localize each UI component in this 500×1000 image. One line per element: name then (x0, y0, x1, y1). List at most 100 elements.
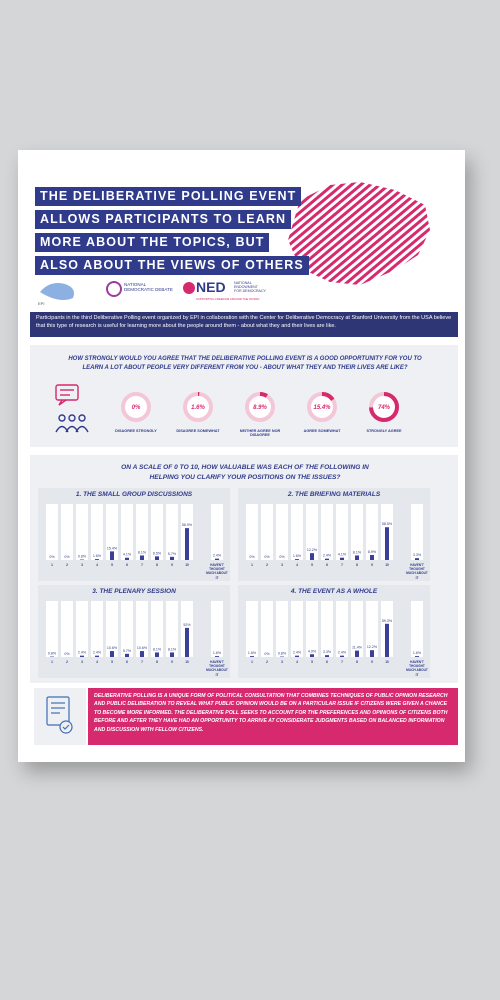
bar-column (151, 601, 163, 657)
bar-column (366, 601, 378, 657)
category-label: 7 (341, 563, 343, 567)
bar-column (46, 504, 58, 560)
category-label: 9 (171, 563, 173, 567)
question1-text: HOW STRONGLY WOULD YOU AGREE THAT THE DE… (68, 356, 422, 371)
bar-column (291, 504, 303, 560)
category-label: 10 (185, 660, 189, 664)
bar-value-label: 0% (64, 652, 70, 656)
category-label: 4 (296, 660, 298, 664)
bar-value-label: 0% (249, 555, 255, 559)
category-label: HAVEN'T THOUGHT MUCH ABOUT IT (406, 660, 428, 677)
bar-column (211, 504, 223, 560)
bar (250, 656, 254, 657)
donut-arc (183, 392, 213, 422)
map (288, 182, 430, 285)
bar-value-label: 1.6% (413, 651, 422, 655)
category-label: 7 (341, 660, 343, 664)
bar-column (91, 601, 103, 657)
bar-column (211, 601, 223, 657)
bar-value-label: 12.2% (367, 645, 378, 649)
category-label: 8 (156, 660, 158, 664)
category-label: 2 (266, 563, 268, 567)
bar-value-label: 1.6% (248, 651, 257, 655)
bar (355, 555, 359, 560)
category-label: 9 (371, 563, 373, 567)
bar (125, 557, 129, 560)
bar (155, 652, 159, 657)
category-label: 2 (266, 660, 268, 664)
bar (385, 527, 389, 560)
category-label: 5 (311, 660, 313, 664)
category-label: 7 (141, 660, 143, 664)
bar-value-label: 5.7% (123, 649, 132, 653)
category-label: 9 (371, 660, 373, 664)
bar-column (306, 601, 318, 657)
donut-arc (369, 392, 399, 422)
bar (170, 652, 174, 657)
bar-column (246, 504, 258, 560)
chart-title: 2. THE BRIEFING MATERIALS (287, 491, 381, 498)
bar (340, 557, 344, 560)
bar-value-label: 0.8% (278, 652, 287, 656)
bar-value-label: 8.1% (138, 550, 147, 554)
category-label: 1 (51, 563, 53, 567)
bar (155, 556, 159, 560)
category-label: 10 (185, 563, 189, 567)
bar (110, 551, 114, 560)
title-line: ALLOWS PARTICIPANTS TO LEARN (35, 210, 292, 229)
bar-column (261, 601, 273, 657)
bar (325, 655, 329, 657)
bar-value-label: 10.6% (107, 646, 118, 650)
bar-value-label: 15.4% (107, 546, 118, 550)
bar-column (321, 504, 333, 560)
bar-value-label: 8.1% (353, 550, 362, 554)
bar (355, 650, 359, 657)
donut-label: DISAGREE STRONGLY (115, 429, 157, 433)
bar-value-label: 8.1% (153, 647, 162, 651)
donut-label: NEITHER AGREE NOR DISAGREE (239, 429, 281, 438)
bar-column (121, 601, 133, 657)
bar-value-label: 2.4% (293, 651, 302, 655)
bar-column (151, 504, 163, 560)
bar-value-label: 3.3% (323, 650, 332, 654)
bar-column (321, 601, 333, 657)
bar-column (366, 504, 378, 560)
title-line: ALSO ABOUT THE VIEWS OF OTHERS (35, 256, 309, 275)
bar-column (411, 504, 423, 560)
bar (215, 656, 219, 657)
bar-column (76, 601, 88, 657)
ned-logo: NED (196, 279, 226, 295)
bar-value-label: 8.9% (368, 550, 377, 554)
discussion-icon (55, 384, 89, 433)
bar-value-label: 52% (183, 623, 191, 627)
category-label: 10 (385, 563, 389, 567)
donut-value: 0% (132, 405, 141, 411)
category-label: 4 (96, 563, 98, 567)
bar-column (121, 504, 133, 560)
category-label: HAVEN'T THOUGHT MUCH ABOUT IT (206, 563, 228, 580)
bar-value-label: 6.5% (153, 551, 162, 555)
category-label: 8 (156, 563, 158, 567)
bar (370, 650, 374, 657)
category-label: 6 (326, 563, 328, 567)
footer-band (88, 688, 458, 745)
category-label: 5 (111, 563, 113, 567)
chart-title: 4. THE EVENT AS A WHOLE (290, 588, 378, 595)
category-label: 4 (296, 563, 298, 567)
bar-value-label: 8.1% (168, 647, 177, 651)
bar-column (46, 601, 58, 657)
bar (95, 655, 99, 657)
bar-column (351, 504, 363, 560)
bar-column (61, 504, 73, 560)
category-label: 4 (96, 660, 98, 664)
bar-value-label: 2.4% (93, 651, 102, 655)
bar-value-label: 0.8% (78, 555, 87, 559)
bar-value-label: 0% (49, 555, 55, 559)
bar-column (261, 504, 273, 560)
bar (140, 651, 144, 657)
category-label: 1 (251, 660, 253, 664)
bar-column (276, 504, 288, 560)
donut-label: AGREE SOMEWHAT (303, 429, 341, 433)
